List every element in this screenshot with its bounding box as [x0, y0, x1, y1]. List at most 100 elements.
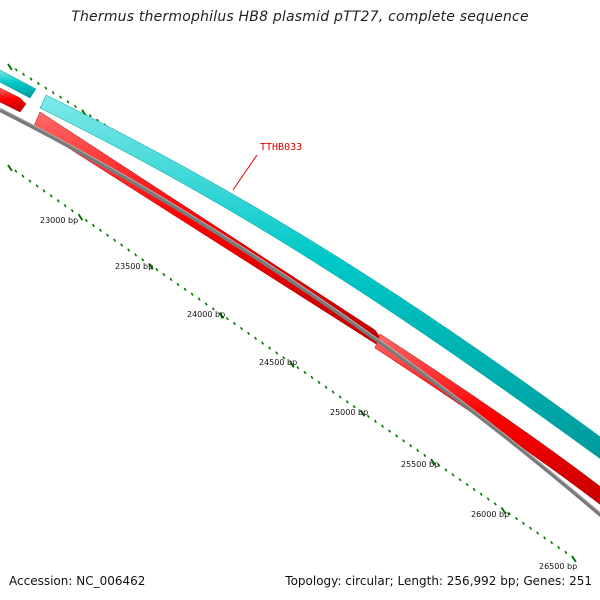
minor-tick-mark: [56, 199, 60, 203]
minor-tick-mark: [247, 331, 251, 336]
minor-tick-mark: [63, 204, 67, 208]
minor-tick-mark: [557, 545, 561, 550]
minor-tick-mark: [232, 321, 236, 326]
topology-summary: Topology: circular; Length: 256,992 bp; …: [285, 574, 592, 588]
minor-tick-mark: [84, 218, 88, 223]
minor-tick-mark: [106, 233, 110, 237]
gene-label-leader-line: [232, 154, 258, 191]
minor-tick-mark: [493, 502, 497, 506]
major-tick-mark: [289, 360, 295, 368]
minor-tick-mark: [14, 169, 18, 173]
major-tick-mark: [148, 262, 154, 270]
minor-tick-mark: [190, 292, 194, 296]
minor-tick-mark: [134, 253, 138, 257]
minor-tick-mark: [98, 228, 102, 233]
minor-tick-mark: [465, 482, 469, 487]
minor-tick-mark: [91, 223, 95, 228]
minor-tick-mark: [324, 385, 328, 389]
minor-tick-mark: [275, 351, 279, 355]
minor-tick-mark: [331, 390, 335, 394]
minor-tick-mark: [197, 297, 201, 301]
minor-tick-mark: [14, 68, 18, 72]
minor-tick-mark: [88, 113, 92, 118]
minor-tick-mark: [268, 346, 272, 350]
minor-tick-mark: [225, 317, 229, 321]
minor-tick-mark: [44, 86, 48, 90]
minor-tick-mark: [73, 104, 77, 109]
minor-tick-mark: [28, 179, 32, 183]
minor-tick-mark: [127, 248, 131, 252]
sequence-backbone: [0, 108, 600, 518]
minor-tick-mark: [486, 497, 490, 501]
minor-tick-mark: [183, 287, 187, 291]
major-tick-mark: [77, 213, 84, 221]
minor-tick-mark: [373, 419, 377, 423]
minor-tick-mark: [338, 395, 342, 399]
minor-tick-mark: [423, 453, 427, 458]
minor-tick-mark: [536, 531, 540, 535]
minor-tick-mark: [113, 238, 117, 242]
minor-tick-mark: [176, 282, 180, 287]
minor-tick-mark: [514, 516, 518, 521]
minor-tick-mark: [317, 380, 321, 384]
reverse-gene-segment[interactable]: [374, 333, 600, 512]
major-tick-mark: [500, 507, 507, 514]
minor-tick-mark: [296, 365, 300, 370]
forward-gene-segment[interactable]: [0, 69, 37, 99]
sequence-backbone-highlight: [0, 107, 600, 514]
major-tick-mark: [7, 63, 13, 71]
position-label: 24000 bp: [187, 310, 225, 319]
minor-tick-mark: [395, 434, 399, 438]
minor-tick-mark: [310, 375, 314, 380]
minor-tick-mark: [564, 550, 568, 555]
minor-tick-mark: [141, 258, 145, 262]
minor-tick-mark: [416, 448, 420, 453]
minor-tick-mark: [162, 272, 166, 277]
position-label: 23000 bp: [40, 216, 78, 225]
minor-tick-mark: [472, 487, 476, 492]
minor-tick-mark: [51, 90, 55, 95]
gene-label-tthb033[interactable]: TTHB033: [260, 142, 302, 153]
major-tick-mark: [7, 164, 13, 172]
minor-tick-mark: [529, 526, 533, 530]
minor-tick-mark: [366, 414, 370, 419]
position-label: 26000 bp: [471, 510, 509, 519]
position-label: 25000 bp: [330, 408, 368, 417]
minor-tick-mark: [388, 429, 392, 433]
minor-tick-mark: [169, 277, 173, 282]
minor-tick-mark: [254, 336, 258, 340]
reverse-gene-segment[interactable]: [0, 87, 27, 113]
map-title: Thermus thermophilus HB8 plasmid pTT27, …: [71, 9, 529, 25]
minor-tick-mark: [66, 100, 70, 104]
major-tick-mark: [430, 458, 436, 466]
minor-tick-mark: [437, 463, 441, 467]
minor-tick-mark: [282, 356, 286, 360]
minor-tick-mark: [550, 541, 554, 545]
minor-tick-mark: [239, 326, 243, 331]
forward-gene-segment[interactable]: [39, 94, 600, 460]
major-tick-mark: [571, 555, 577, 563]
minor-tick-mark: [543, 536, 547, 540]
minor-tick-mark: [42, 189, 46, 193]
minor-tick-mark: [155, 267, 159, 272]
minor-tick-mark: [380, 424, 384, 428]
minor-tick-mark: [21, 174, 25, 178]
minor-tick-mark: [458, 477, 462, 482]
minor-tick-mark: [36, 81, 40, 86]
minor-tick-mark: [444, 468, 448, 472]
minor-tick-mark: [204, 302, 208, 306]
position-labels: 23000 bp 23500 bp 24000 bp 24500 bp 2500…: [40, 216, 577, 571]
minor-tick-mark: [59, 95, 63, 99]
minor-tick-mark: [120, 243, 124, 247]
minor-tick-mark: [29, 77, 33, 81]
major-tick-mark: [359, 409, 366, 417]
minor-tick-mark: [409, 443, 413, 448]
position-label: 26500 bp: [539, 562, 577, 571]
minor-tick-mark: [22, 72, 26, 77]
position-label: 24500 bp: [259, 358, 297, 367]
minor-tick-mark: [402, 439, 406, 443]
accession-label: Accession: NC_006462: [9, 574, 146, 588]
minor-tick-mark: [261, 341, 265, 345]
